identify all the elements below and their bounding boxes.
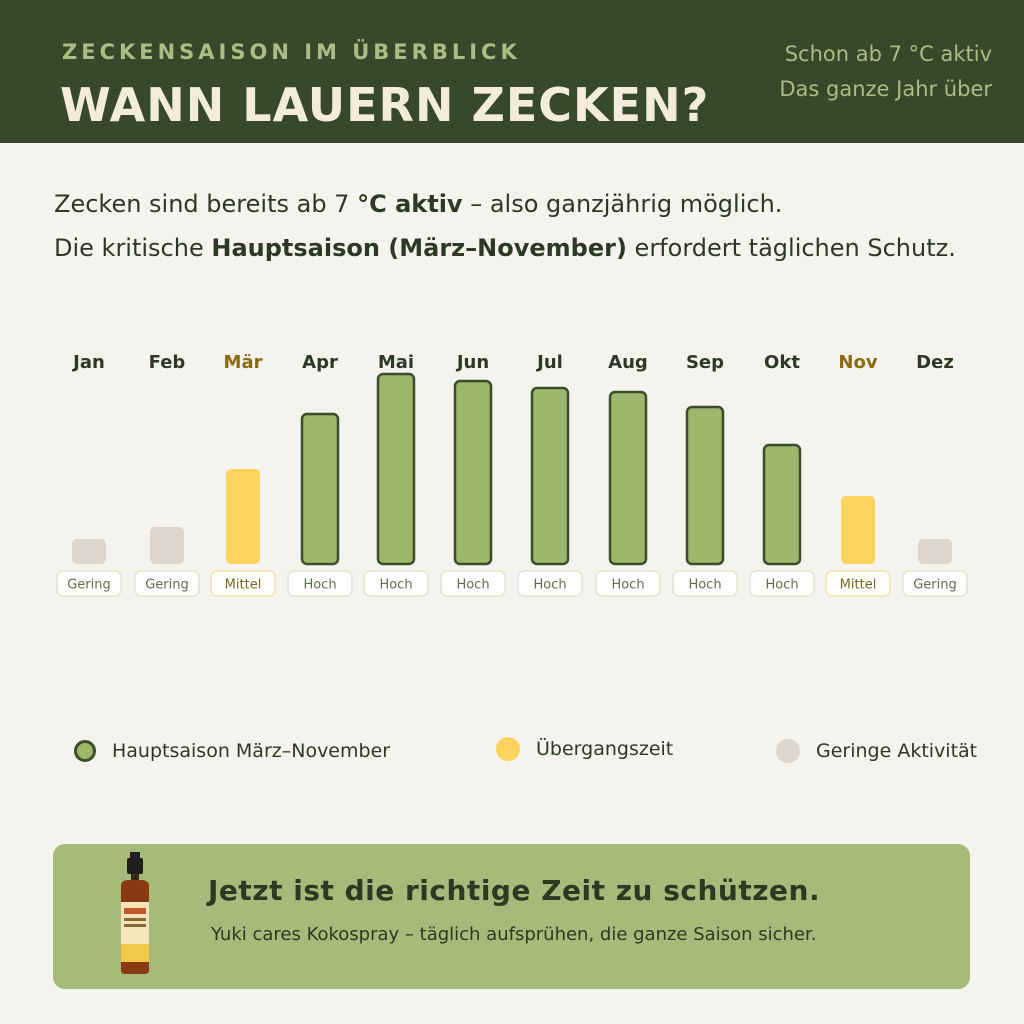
bar-feb bbox=[150, 527, 184, 564]
legend-label-hauptsaison: Hauptsaison März–November bbox=[112, 740, 391, 762]
level-pill-6 bbox=[517, 570, 583, 597]
level-pill-7 bbox=[595, 570, 661, 597]
legend-item-uebergangszeit: Übergangszeit bbox=[496, 734, 673, 764]
level-label-8: Hoch bbox=[688, 578, 721, 593]
month-label-6: Jul bbox=[535, 352, 563, 373]
legend-dot-uebergangszeit bbox=[496, 737, 520, 761]
bar-okt bbox=[762, 443, 802, 566]
level-pill-8 bbox=[672, 570, 738, 597]
level-label-11: Gering bbox=[913, 578, 957, 593]
intro-line-2-bold: Hauptsaison (März–November) bbox=[211, 234, 627, 262]
level-pill-0 bbox=[56, 570, 122, 597]
cta-subtitle: Yuki cares Kokospray – täglich aufsprühe… bbox=[211, 924, 817, 945]
month-label-3: Apr bbox=[302, 352, 338, 373]
header-headline: WANN LAUERN ZECKEN? bbox=[60, 78, 710, 132]
level-label-6: Hoch bbox=[533, 578, 566, 593]
bar-dez bbox=[918, 539, 952, 564]
bar-jul bbox=[530, 386, 570, 566]
spray-bottle-icon bbox=[121, 852, 149, 974]
level-pill-9 bbox=[749, 570, 815, 597]
header-tagline-temperature: Schon ab 7 °C aktiv bbox=[784, 42, 992, 66]
bar-mär bbox=[226, 469, 260, 564]
intro-line-2-part-a: Die kritische bbox=[54, 234, 212, 262]
legend-label-geringe-aktivitaet: Geringe Aktivität bbox=[816, 740, 978, 762]
level-label-7: Hoch bbox=[611, 578, 644, 593]
level-label-10: Mittel bbox=[840, 578, 877, 593]
intro-line-1-part-c: – also ganzjährig möglich. bbox=[462, 190, 783, 218]
legend-dot-geringe-aktivitaet bbox=[776, 739, 800, 763]
month-label-7: Aug bbox=[608, 352, 648, 373]
legend-dot-hauptsaison bbox=[74, 740, 96, 762]
bar-jan bbox=[72, 539, 106, 564]
intro-text: Zecken sind bereits ab 7 °C aktiv – also… bbox=[54, 182, 994, 270]
level-label-0: Gering bbox=[67, 578, 111, 593]
legend-item-geringe-aktivitaet: Geringe Aktivität bbox=[776, 736, 977, 766]
header-tagline-year: Das ganze Jahr über bbox=[779, 77, 992, 101]
intro-line-1-bold: °C aktiv bbox=[357, 190, 463, 218]
level-label-2: Mittel bbox=[225, 578, 262, 593]
level-label-4: Hoch bbox=[379, 578, 412, 593]
bar-mai bbox=[376, 372, 416, 566]
level-pill-2 bbox=[210, 570, 276, 597]
bar-apr bbox=[300, 412, 340, 566]
intro-line-2-part-c: erfordert täglichen Schutz. bbox=[626, 234, 956, 262]
bar-sep bbox=[685, 405, 725, 566]
month-label-5: Jun bbox=[455, 352, 489, 373]
level-pill-4 bbox=[363, 570, 429, 597]
intro-line-2: Die kritische Hauptsaison (März–November… bbox=[54, 226, 994, 270]
month-label-2: Mär bbox=[224, 352, 263, 373]
bar-aug bbox=[608, 390, 648, 566]
level-pill-1 bbox=[134, 570, 200, 597]
tick-activity-bar-chart: Jan Gering Feb Gering Mär Mittel Apr Hoch Mai Hoc… bbox=[56, 352, 968, 597]
level-label-1: Gering bbox=[145, 578, 189, 593]
level-pill-3 bbox=[287, 570, 353, 597]
header-kicker: ZECKENSAISON IM ÜBERBLICK bbox=[62, 40, 521, 64]
month-label-10: Nov bbox=[838, 352, 877, 373]
level-pill-5 bbox=[440, 570, 506, 597]
legend-label-uebergangszeit: Übergangszeit bbox=[536, 738, 674, 760]
month-label-1: Feb bbox=[149, 352, 186, 373]
month-label-0: Jan bbox=[71, 352, 105, 373]
legend-item-hauptsaison: Hauptsaison März–November bbox=[74, 736, 390, 766]
month-label-9: Okt bbox=[764, 352, 800, 373]
bar-nov bbox=[841, 496, 875, 564]
level-label-5: Hoch bbox=[456, 578, 489, 593]
header-banner: ZECKENSAISON IM ÜBERBLICK WANN LAUERN ZE… bbox=[0, 0, 1024, 143]
level-pill-10 bbox=[825, 570, 891, 597]
level-label-9: Hoch bbox=[765, 578, 798, 593]
intro-line-1-part-a: Zecken sind bereits ab 7 bbox=[54, 190, 358, 218]
bar-jun bbox=[453, 379, 493, 566]
level-pill-11 bbox=[902, 570, 968, 597]
month-label-4: Mai bbox=[378, 352, 414, 373]
level-label-3: Hoch bbox=[303, 578, 336, 593]
month-label-8: Sep bbox=[686, 352, 724, 373]
month-label-11: Dez bbox=[916, 352, 954, 373]
intro-line-1: Zecken sind bereits ab 7 °C aktiv – also… bbox=[54, 182, 994, 226]
cta-banner: Jetzt ist die richtige Zeit zu schützen.… bbox=[53, 844, 970, 989]
cta-title: Jetzt ist die richtige Zeit zu schützen. bbox=[208, 874, 821, 907]
